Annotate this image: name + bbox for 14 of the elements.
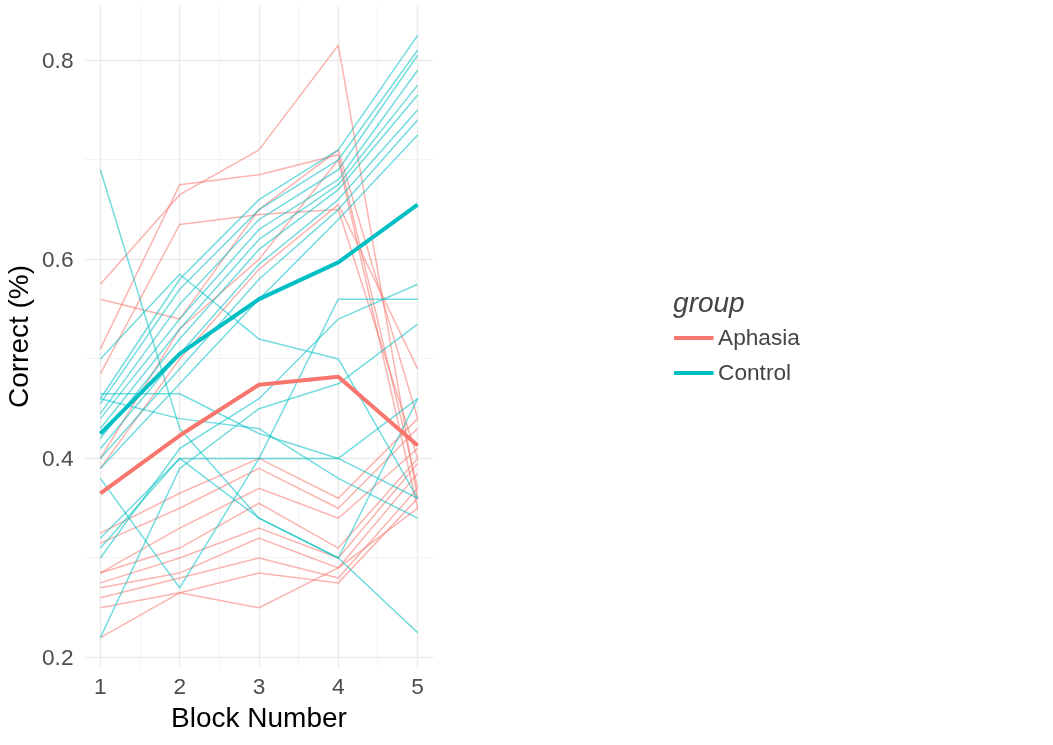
y-tick-label: 0.6 <box>42 245 74 272</box>
x-axis-title: Block Number <box>171 701 347 733</box>
y-axis-title: Correct (%) <box>3 264 34 409</box>
x-tick-label: 2 <box>173 672 186 699</box>
y-tick-label: 0.2 <box>42 644 74 671</box>
legend-label: Control <box>718 358 792 386</box>
x-tick-label: 1 <box>94 672 107 699</box>
y-tick-label: 0.8 <box>42 46 74 73</box>
x-tick-label: 5 <box>411 672 424 699</box>
legend-label: Aphasia <box>718 323 800 351</box>
x-tick-label: 3 <box>252 672 266 699</box>
legend-title: group <box>673 286 746 319</box>
x-tick-label: 4 <box>332 672 345 699</box>
y-tick-label: 0.4 <box>42 444 74 471</box>
